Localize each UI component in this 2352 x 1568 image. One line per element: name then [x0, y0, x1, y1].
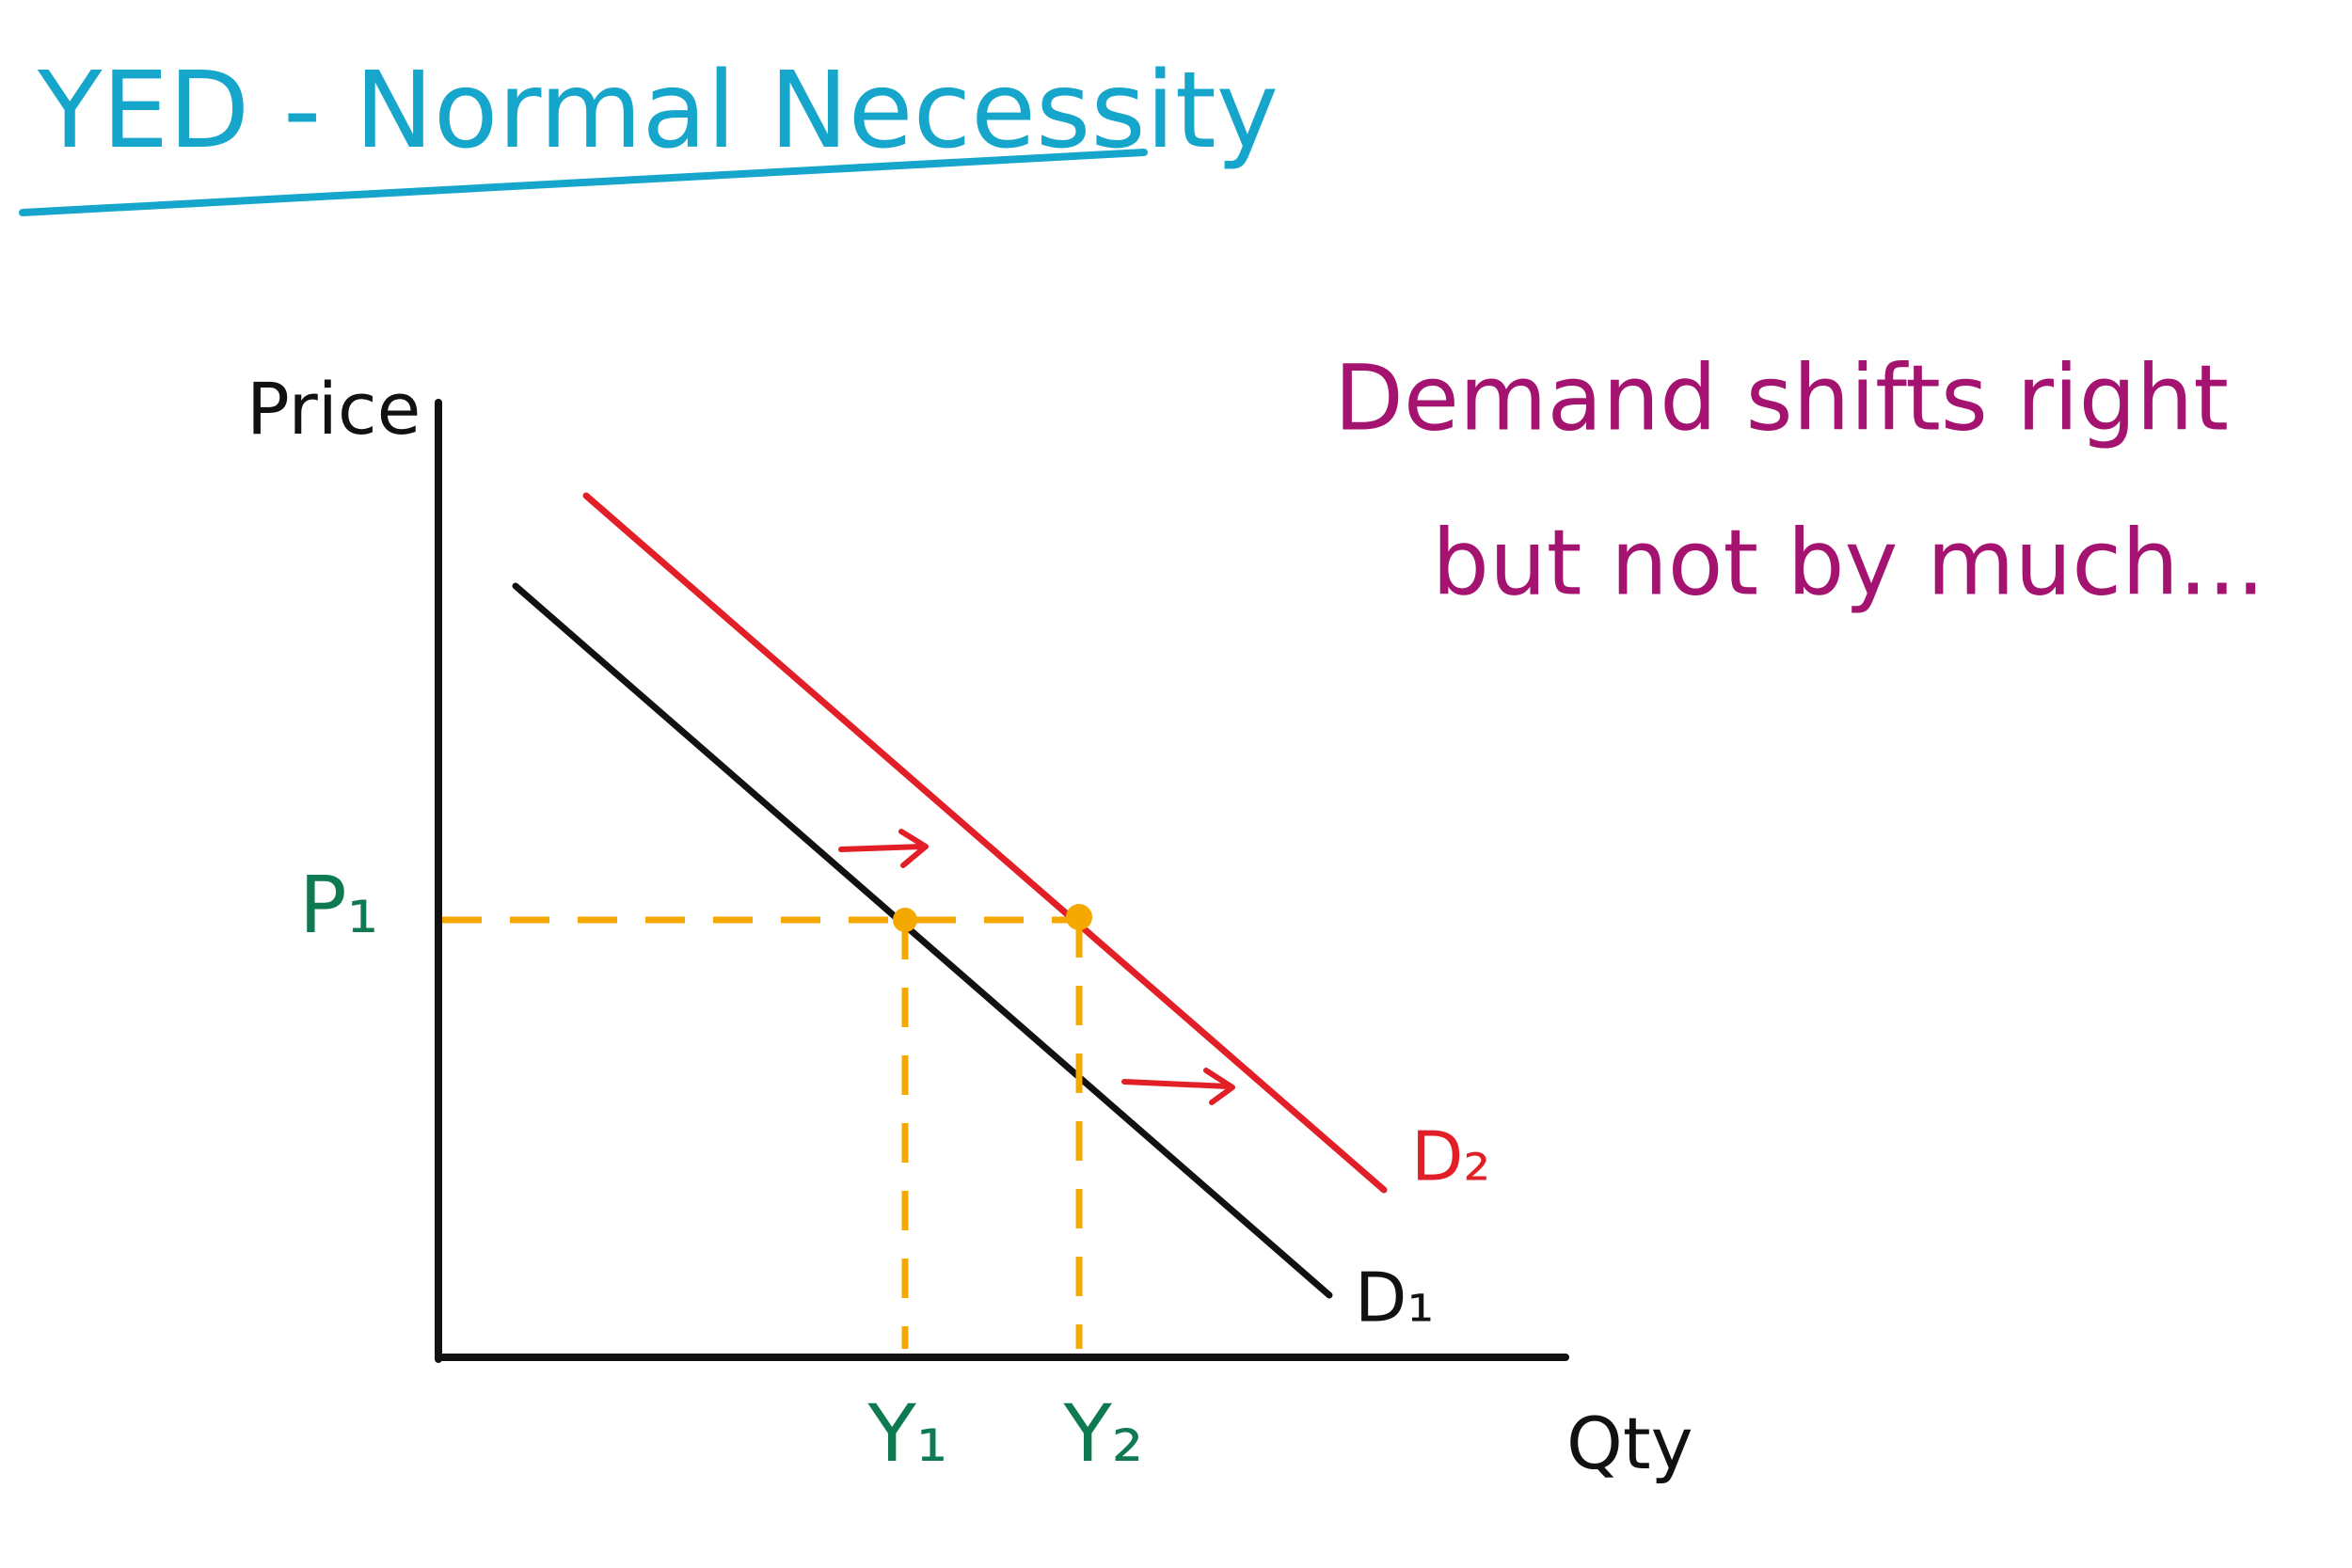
shift-arrow [838, 829, 929, 868]
annotation-line: but not by much... [1432, 510, 2265, 615]
x-axis-label: Qty [1566, 1402, 1693, 1485]
quantity-1-label: Y₁ [867, 1387, 948, 1480]
demand-curve-1 [512, 582, 1333, 1299]
equilibrium-point-2 [1066, 904, 1092, 930]
title-underline [19, 149, 1148, 216]
demand-curve-2 [582, 492, 1388, 1194]
quantity-2-label: Y₂ [1063, 1387, 1144, 1480]
price-level-label: P₁ [299, 859, 378, 951]
demand-2-label: D₂ [1411, 1117, 1490, 1196]
demand-1-label: D₁ [1355, 1259, 1434, 1338]
guide-lines [442, 916, 1083, 1349]
annotation-line: Demand shifts right [1334, 345, 2229, 451]
shift-arrow [1121, 1068, 1235, 1105]
arrow-path [1121, 1068, 1235, 1105]
title: YED - Normal Necessity [37, 50, 1279, 172]
equilibrium-point-1 [893, 908, 917, 932]
arrow-path [838, 829, 929, 868]
y-axis-label: Price [246, 367, 421, 451]
